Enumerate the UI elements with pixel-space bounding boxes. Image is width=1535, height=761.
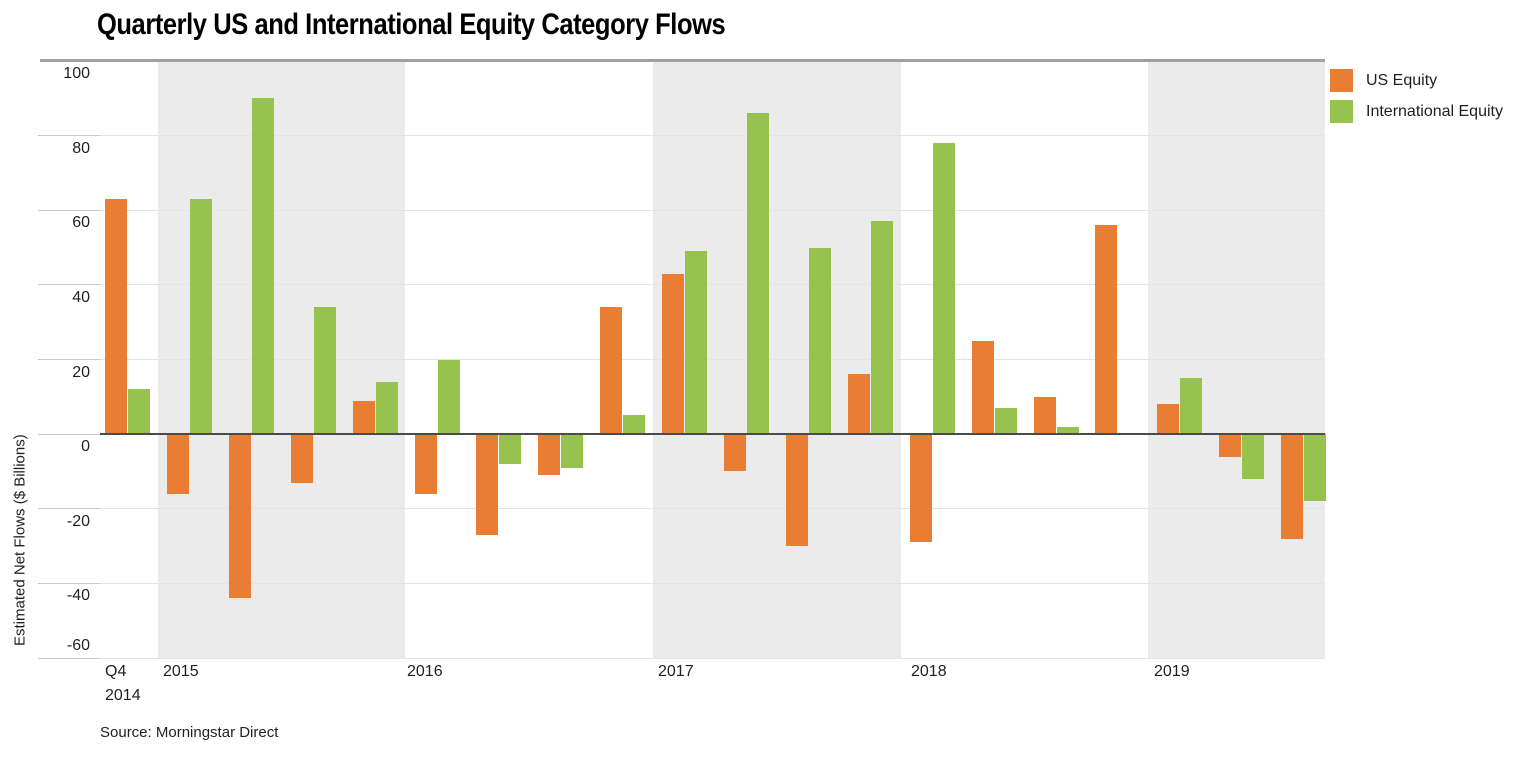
- gridline--60: [100, 657, 1325, 659]
- legend-swatch-international-equity: [1330, 100, 1353, 123]
- y-tick-label-100: 100: [63, 65, 90, 82]
- zero-line: [100, 432, 1325, 436]
- bar-us-equity-q4-2014: [105, 199, 127, 435]
- bar-international-equity-q3-2015: [313, 307, 336, 435]
- x-axis-label-2014-line2: 2014: [105, 687, 141, 704]
- bar-us-equity-q3-2015: [290, 434, 313, 483]
- x-axis-label-2017: 2017: [658, 663, 694, 680]
- y-tick-label--40: -40: [66, 587, 90, 605]
- bar-us-equity-q2-2016: [476, 434, 499, 535]
- source-note: Source: Morningstar Direct: [100, 724, 279, 741]
- bar-us-equity-q3-2018: [1033, 396, 1056, 435]
- bar-international-equity-q2-2018: [994, 408, 1017, 435]
- bar-international-equity-q2-2017: [747, 113, 769, 435]
- legend-item-international-equity: International Equity: [1330, 100, 1503, 123]
- bar-international-equity-q4-2015: [375, 381, 398, 435]
- bar-us-equity-q4-2015: [352, 400, 375, 435]
- bar-us-equity-q1-2016: [414, 434, 437, 494]
- gridline--40: [100, 582, 1325, 584]
- y-tick-0: [38, 433, 100, 435]
- bar-international-equity-q1-2017: [685, 251, 708, 435]
- x-axis-label-2018: 2018: [911, 663, 947, 680]
- x-axis-label-2015: 2015: [163, 663, 199, 680]
- bar-us-equity-q2-2018: [971, 340, 994, 435]
- x-axis-label-2016: 2016: [407, 663, 443, 680]
- bar-us-equity-q3-2016: [538, 434, 561, 476]
- bar-us-equity-q4-2017: [847, 374, 870, 435]
- bar-international-equity-q4-2014: [128, 389, 150, 435]
- bar-us-equity-q3-2019: [1281, 434, 1304, 539]
- bar-international-equity-q2-2015: [251, 98, 274, 435]
- y-tick--40: [38, 582, 100, 584]
- bar-international-equity-q1-2015: [189, 199, 212, 435]
- bar-international-equity-q3-2018: [1056, 426, 1079, 435]
- y-tick-20: [38, 359, 100, 360]
- bar-international-equity-q1-2019: [1180, 378, 1203, 435]
- bar-us-equity-q3-2017: [785, 434, 808, 547]
- gridline-80: [100, 135, 1325, 137]
- bar-us-equity-q1-2019: [1157, 404, 1180, 435]
- bar-us-equity-q1-2018: [909, 434, 932, 543]
- legend-label-international-equity: International Equity: [1366, 103, 1503, 120]
- legend-item-us-equity: US Equity: [1330, 69, 1503, 92]
- bar-international-equity-q3-2017: [808, 247, 831, 435]
- legend: US Equity International Equity: [1330, 69, 1503, 131]
- y-tick-80: [38, 135, 100, 137]
- bar-us-equity-q4-2018: [1095, 225, 1118, 435]
- bar-international-equity-q2-2016: [499, 434, 522, 464]
- bar-us-equity-q1-2015: [166, 434, 189, 494]
- y-tick-label-80: 80: [72, 139, 90, 157]
- bar-international-equity-q4-2016: [623, 415, 646, 435]
- bar-us-equity-q4-2016: [600, 307, 623, 435]
- bar-us-equity-q2-2019: [1219, 434, 1242, 457]
- y-tick-60: [38, 209, 100, 211]
- y-tick-label-60: 60: [72, 214, 90, 232]
- bar-us-equity-q2-2017: [724, 434, 746, 472]
- legend-label-us-equity: US Equity: [1366, 72, 1438, 89]
- y-tick-label--20: -20: [66, 512, 90, 530]
- y-tick--20: [38, 508, 100, 510]
- bar-international-equity-q1-2018: [932, 143, 955, 435]
- bar-us-equity-q2-2015: [228, 434, 251, 599]
- plot-top-border: [40, 59, 1325, 62]
- x-axis-label-q4-2014: Q4: [105, 663, 127, 680]
- y-tick-label-0: 0: [81, 438, 90, 456]
- bar-international-equity-q3-2016: [561, 434, 584, 468]
- y-tick--60: [38, 657, 100, 659]
- y-tick-label-40: 40: [72, 288, 90, 306]
- legend-swatch-us-equity: [1330, 69, 1353, 92]
- y-tick-label-20: 20: [72, 363, 90, 381]
- bar-us-equity-q1-2017: [662, 273, 685, 435]
- gridline-40: [100, 284, 1325, 286]
- x-axis-label-2019: 2019: [1154, 663, 1190, 680]
- bar-international-equity-q1-2016: [437, 359, 460, 435]
- y-tick-40: [38, 284, 100, 286]
- bar-international-equity-q2-2019: [1242, 434, 1265, 479]
- chart-title: Quarterly US and International Equity Ca…: [97, 8, 726, 41]
- bar-international-equity-q4-2017: [870, 221, 893, 435]
- bar-international-equity-q3-2019: [1304, 434, 1327, 502]
- y-tick-label--60: -60: [66, 637, 90, 654]
- gridline-20: [100, 359, 1325, 360]
- gridline-60: [100, 209, 1325, 211]
- gridline--20: [100, 508, 1325, 510]
